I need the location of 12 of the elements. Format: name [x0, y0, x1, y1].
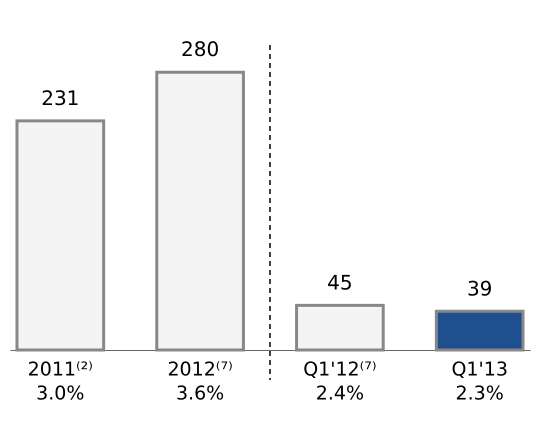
bar — [15, 119, 106, 352]
x-tick-label: Q1'12⁽⁷⁾ 2.4% — [303, 358, 377, 404]
x-tick-label: Q1'13 2.3% — [451, 358, 508, 404]
data-label: 45 — [327, 270, 353, 294]
data-label: 280 — [181, 37, 220, 62]
x-tick-label: 2011⁽²⁾ 3.0% — [28, 358, 93, 404]
x-tick-label: 2012⁽⁷⁾ 3.6% — [167, 358, 233, 404]
bar — [295, 304, 385, 352]
data-label: 231 — [41, 86, 80, 110]
bar — [155, 70, 245, 352]
data-label: 39 — [466, 276, 492, 300]
bar — [434, 310, 525, 352]
